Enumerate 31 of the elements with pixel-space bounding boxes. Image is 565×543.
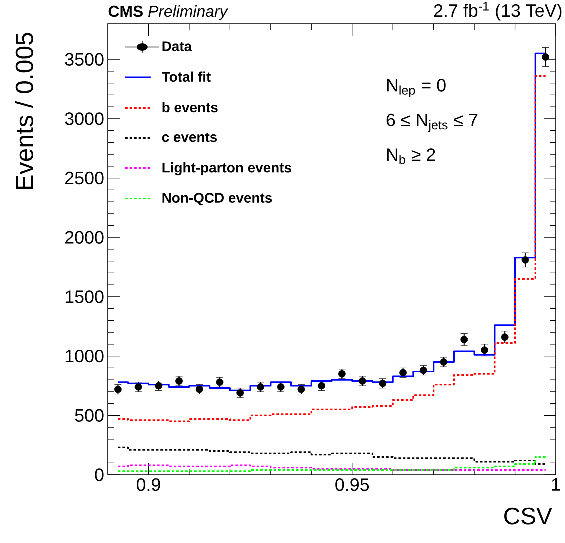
y-axis-title: Events / 0.005 bbox=[15, 33, 34, 190]
point bbox=[522, 256, 530, 264]
chart-subtitle: 2.7 fb$^{-1}$ (13 TeV) bbox=[434, 2, 562, 21]
x-tick-label: 0.9 bbox=[136, 478, 160, 492]
y-tick-label: 3000 bbox=[65, 112, 104, 126]
x-axis-title: CSV bbox=[504, 508, 552, 525]
point bbox=[481, 346, 488, 354]
point bbox=[542, 54, 550, 61]
y-tick-label: 500 bbox=[75, 409, 104, 422]
annotation: N$_{lep}$ = 0 bbox=[387, 79, 446, 98]
legend-label: Data bbox=[162, 42, 192, 52]
y-tick-label: 1000 bbox=[66, 350, 104, 363]
x-tick-label: 1 bbox=[552, 478, 560, 491]
legend-label: Light-parton events bbox=[162, 162, 292, 176]
legend-label: Non-QCD events bbox=[162, 193, 272, 206]
y-tick-label: 1500 bbox=[66, 290, 104, 304]
y-tick-label: 3500 bbox=[65, 53, 104, 66]
legend-label: c events bbox=[162, 132, 218, 142]
point bbox=[460, 336, 468, 344]
annotation: N$_{b}$ ≥ 2 bbox=[387, 148, 436, 164]
annotation: 6 ≤ N$_{jets}$ ≤ 7 bbox=[386, 114, 478, 132]
point bbox=[501, 334, 509, 342]
legend-label: b events bbox=[162, 102, 218, 113]
y-tick-label: 0 bbox=[95, 468, 104, 482]
y-tick-label: 2500 bbox=[65, 172, 104, 185]
y-tick-label: 2000 bbox=[65, 231, 104, 244]
point bbox=[176, 378, 183, 385]
x-tick-label: 0.95 bbox=[336, 478, 370, 492]
legend-label: Total fit bbox=[162, 72, 211, 82]
chart-title: CMS Preliminary bbox=[108, 5, 229, 20]
point bbox=[358, 378, 366, 385]
